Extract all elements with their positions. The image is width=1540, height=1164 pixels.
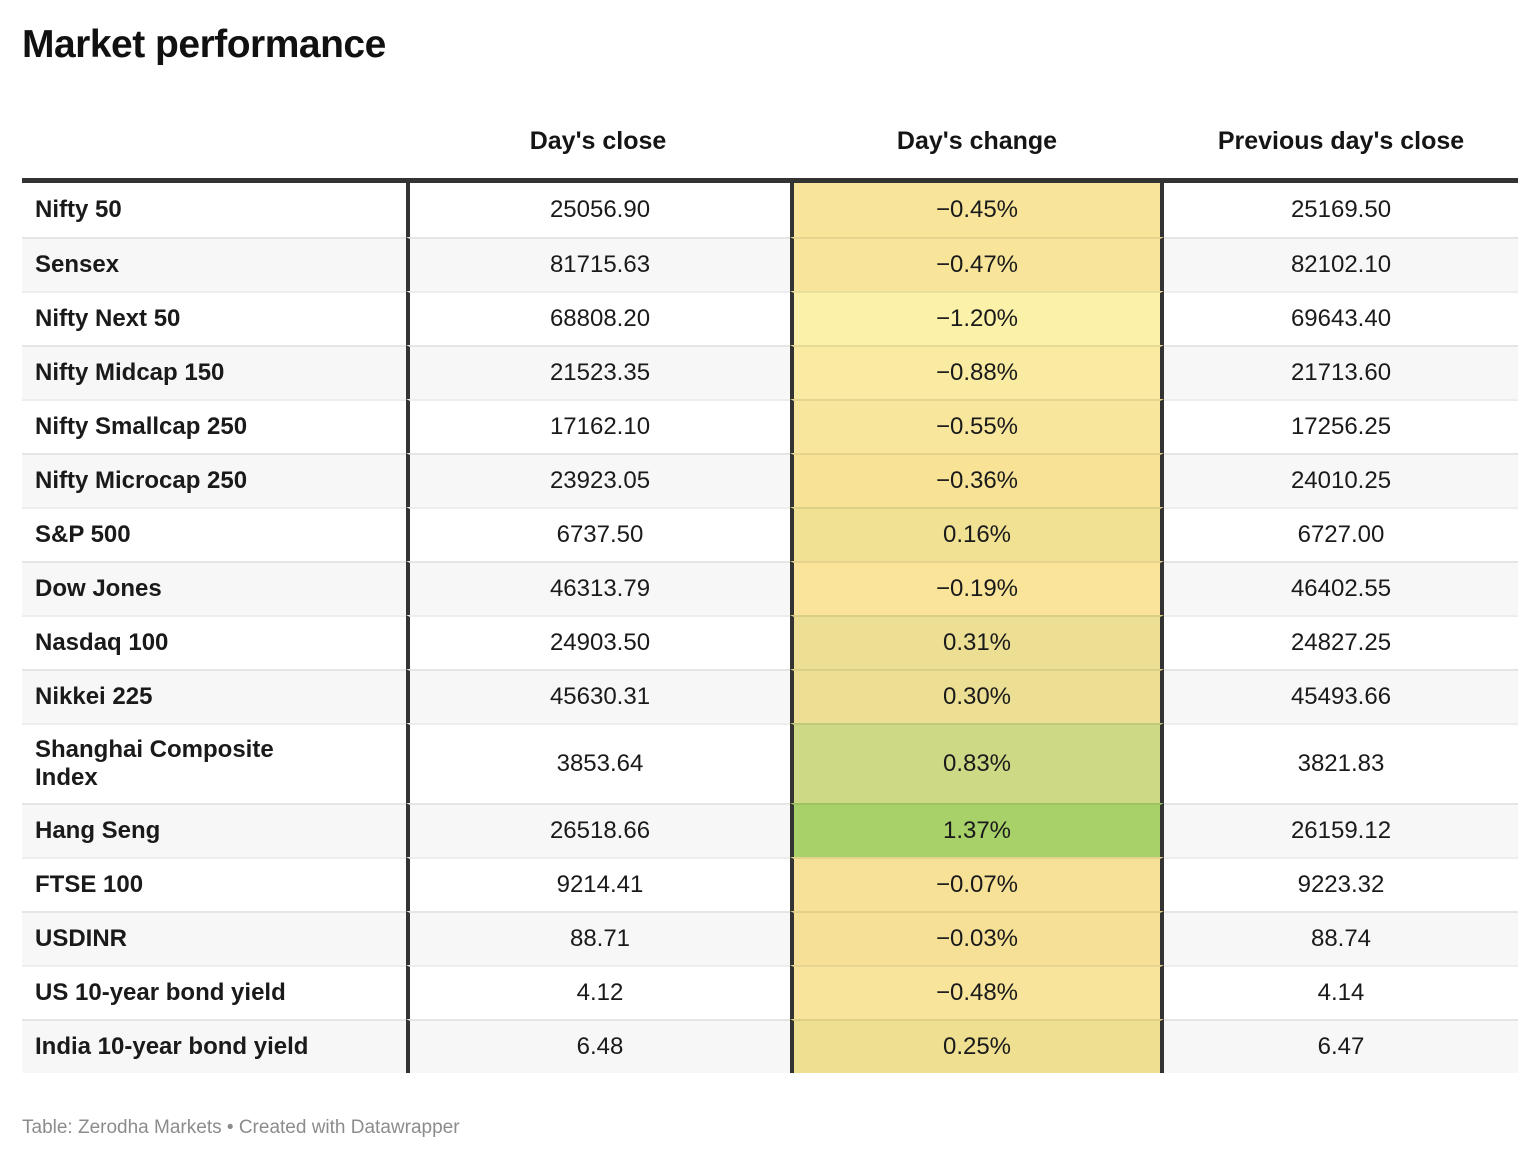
days-change-value: −0.03%	[790, 910, 1164, 965]
previous-close-value: 88.74	[1164, 910, 1518, 965]
row-label: Nifty Smallcap 250	[22, 398, 406, 453]
days-change-value: −0.45%	[790, 182, 1164, 237]
days-close-value: 88.71	[406, 910, 790, 965]
days-close-value: 25056.90	[406, 182, 790, 237]
column-header-previous-close: Previous day's close	[1217, 126, 1465, 155]
row-label: US 10-year bond yield	[22, 964, 406, 1019]
days-close-value: 45630.31	[406, 668, 790, 723]
row-label: Nifty Midcap 150	[22, 344, 406, 399]
table-row-nifty-midcap-150: Nifty Midcap 150 21523.35 −0.88% 21713.6…	[22, 344, 1518, 399]
row-label: S&P 500	[22, 506, 406, 561]
days-change-value: 0.16%	[790, 506, 1164, 561]
days-close-value: 3853.64	[406, 722, 790, 803]
table-header-row: Day's close Day's change Previous day's …	[22, 127, 1518, 178]
previous-close-value: 9223.32	[1164, 856, 1518, 911]
table-row-usdinr: USDINR 88.71 −0.03% 88.74	[22, 910, 1518, 965]
table-row-shanghai-composite: Shanghai Composite Index 3853.64 0.83% 3…	[22, 722, 1518, 803]
days-change-value: −0.47%	[790, 236, 1164, 291]
days-change-value: −1.20%	[790, 290, 1164, 345]
previous-close-value: 45493.66	[1164, 668, 1518, 723]
previous-close-value: 24010.25	[1164, 452, 1518, 507]
column-header-days-change: Day's change	[896, 126, 1058, 155]
column-header-days-close: Day's close	[529, 126, 667, 155]
table-row-sensex: Sensex 81715.63 −0.47% 82102.10	[22, 236, 1518, 291]
previous-close-value: 26159.12	[1164, 802, 1518, 857]
row-label: Nifty 50	[35, 196, 122, 224]
table-row-ftse-100: FTSE 100 9214.41 −0.07% 9223.32	[22, 856, 1518, 911]
days-close-value: 4.12	[406, 964, 790, 1019]
previous-close-value: 21713.60	[1164, 344, 1518, 399]
row-label: Nikkei 225	[22, 668, 406, 723]
days-change-value: −0.36%	[790, 452, 1164, 507]
previous-close-value: 24827.25	[1164, 614, 1518, 669]
attribution-credit-link[interactable]: Created with Datawrapper	[238, 1116, 460, 1138]
row-label: Sensex	[22, 236, 406, 291]
table-row-dow-jones: Dow Jones 46313.79 −0.19% 46402.55	[22, 560, 1518, 615]
row-label: Nifty Microcap 250	[22, 452, 406, 507]
days-close-value: 68808.20	[406, 290, 790, 345]
days-close-value: 6.48	[406, 1018, 790, 1073]
days-change-value: −0.07%	[790, 856, 1164, 911]
table-row-nikkei-225: Nikkei 225 45630.31 0.30% 45493.66	[22, 668, 1518, 723]
attribution-separator: •	[221, 1116, 239, 1138]
days-close-value: 26518.66	[406, 802, 790, 857]
previous-close-value: 3821.83	[1164, 722, 1518, 803]
previous-close-value: 17256.25	[1164, 398, 1518, 453]
days-change-value: −0.19%	[790, 560, 1164, 615]
days-change-value: 1.37%	[790, 802, 1164, 857]
days-change-value: 0.30%	[790, 668, 1164, 723]
previous-close-value: 25169.50	[1290, 195, 1392, 223]
row-label: Nasdaq 100	[22, 614, 406, 669]
row-label: Shanghai Composite Index	[22, 722, 406, 803]
days-close-value: 17162.10	[406, 398, 790, 453]
previous-close-value: 6727.00	[1164, 506, 1518, 561]
days-change-value: −0.48%	[790, 964, 1164, 1019]
table-row-hang-seng: Hang Seng 26518.66 1.37% 26159.12	[22, 802, 1518, 857]
table-row-nasdaq-100: Nasdaq 100 24903.50 0.31% 24827.25	[22, 614, 1518, 669]
days-close-value: 23923.05	[406, 452, 790, 507]
table-row-india-10y-bond-yield: India 10-year bond yield 6.48 0.25% 6.47	[22, 1018, 1518, 1073]
days-change-value: −0.55%	[790, 398, 1164, 453]
data-table: Nifty 50 25056.90 −0.45% 25169.50 Sensex…	[22, 177, 1518, 1073]
days-close-value: 21523.35	[406, 344, 790, 399]
days-close-value: 81715.63	[406, 236, 790, 291]
header-spacer	[22, 127, 406, 178]
days-change-value: 0.25%	[790, 1018, 1164, 1073]
previous-close-value: 6.47	[1164, 1018, 1518, 1073]
table-row-nifty-smallcap-250: Nifty Smallcap 250 17162.10 −0.55% 17256…	[22, 398, 1518, 453]
previous-close-value: 69643.40	[1164, 290, 1518, 345]
previous-close-value: 46402.55	[1164, 560, 1518, 615]
table-row-nifty-next-50: Nifty Next 50 68808.20 −1.20% 69643.40	[22, 290, 1518, 345]
table-row-sp-500: S&P 500 6737.50 0.16% 6727.00	[22, 506, 1518, 561]
previous-close-value: 82102.10	[1164, 236, 1518, 291]
attribution: Table: Zerodha Markets • Created with Da…	[22, 1117, 1518, 1139]
days-change-value: 0.83%	[790, 722, 1164, 803]
row-label: FTSE 100	[22, 856, 406, 911]
days-change-value: −0.88%	[790, 344, 1164, 399]
days-close-value: 46313.79	[406, 560, 790, 615]
attribution-prefix: Table:	[22, 1116, 78, 1138]
table-row-us-10y-bond-yield: US 10-year bond yield 4.12 −0.48% 4.14	[22, 964, 1518, 1019]
days-close-value: 9214.41	[406, 856, 790, 911]
previous-close-value: 4.14	[1164, 964, 1518, 1019]
table-row-nifty-50: Nifty 50 25056.90 −0.45% 25169.50	[22, 182, 1518, 237]
row-label: Nifty Next 50	[22, 290, 406, 345]
row-label: Dow Jones	[22, 560, 406, 615]
days-change-value: 0.31%	[790, 614, 1164, 669]
row-label: India 10-year bond yield	[22, 1018, 406, 1073]
attribution-source-link[interactable]: Zerodha Markets	[77, 1116, 222, 1138]
row-label: Hang Seng	[22, 802, 406, 857]
days-close-value: 6737.50	[406, 506, 790, 561]
table-row-nifty-microcap-250: Nifty Microcap 250 23923.05 −0.36% 24010…	[22, 452, 1518, 507]
days-close-value: 24903.50	[406, 614, 790, 669]
page-title: Market performance	[22, 23, 386, 66]
row-label: USDINR	[22, 910, 406, 965]
